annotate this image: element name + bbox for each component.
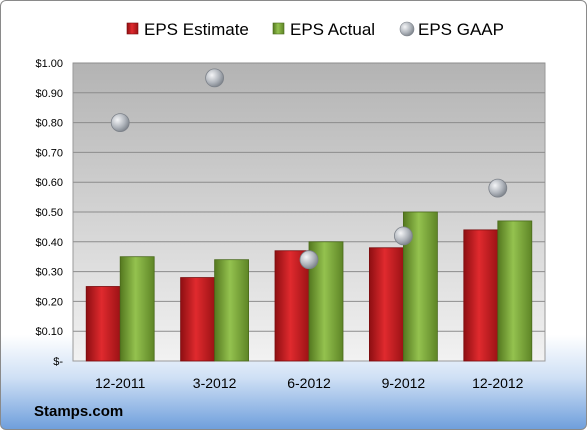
legend-swatch bbox=[272, 22, 285, 35]
point-eps-gaap bbox=[299, 250, 319, 270]
legend-swatch bbox=[126, 22, 139, 35]
x-tick-label: 6-2012 bbox=[287, 375, 331, 391]
y-tick-label: $0.30 bbox=[35, 267, 63, 279]
point-eps-gaap bbox=[110, 113, 130, 132]
x-axis-ticks: 12-2011 3-2012 6-2012 9-2012 12-2012 bbox=[95, 375, 524, 391]
x-tick-label: 12-2011 bbox=[95, 375, 146, 391]
legend-label: EPS GAAP bbox=[418, 20, 504, 39]
point-eps-gaap bbox=[205, 68, 225, 88]
bar-eps-actual bbox=[214, 259, 250, 362]
bar-eps-estimate bbox=[85, 286, 121, 362]
point-eps-gaap bbox=[393, 226, 413, 246]
x-tick-label: 12-2012 bbox=[472, 375, 524, 391]
x-tick-label: 9-2012 bbox=[382, 375, 426, 391]
y-tick-label: $0.20 bbox=[35, 296, 63, 308]
gaap-points bbox=[110, 68, 508, 270]
bar-eps-estimate bbox=[463, 229, 499, 362]
bar-eps-actual bbox=[119, 256, 155, 362]
legend-label: EPS Actual bbox=[290, 20, 375, 39]
legend-swatch bbox=[399, 21, 415, 37]
brand-label: Stamps.com bbox=[34, 403, 124, 420]
y-tick-label: $1.00 bbox=[35, 58, 63, 70]
point-eps-gaap bbox=[488, 178, 508, 198]
y-tick-label: $0.60 bbox=[35, 177, 63, 189]
y-tick-label: $0.80 bbox=[35, 118, 63, 130]
bar-eps-actual bbox=[497, 220, 533, 362]
y-tick-label: $- bbox=[53, 356, 63, 368]
y-tick-label: $0.10 bbox=[35, 326, 63, 338]
y-tick-label: $0.90 bbox=[35, 88, 63, 100]
y-tick-label: $0.50 bbox=[35, 207, 63, 219]
bar-eps-estimate bbox=[368, 247, 404, 362]
legend-label: EPS Estimate bbox=[144, 20, 249, 39]
bar-eps-estimate bbox=[274, 250, 310, 362]
x-tick-label: 3-2012 bbox=[193, 375, 237, 391]
y-tick-label: $0.70 bbox=[35, 147, 63, 159]
y-tick-label: $0.40 bbox=[35, 237, 63, 249]
bar-eps-estimate bbox=[180, 277, 216, 362]
legend: EPS Estimate EPS Actual EPS GAAP bbox=[126, 20, 504, 39]
y-axis-ticks: $- $0.10 $0.20 $0.30 $0.40 $0.50 $0.60 $0.70 $0.… bbox=[35, 58, 63, 368]
